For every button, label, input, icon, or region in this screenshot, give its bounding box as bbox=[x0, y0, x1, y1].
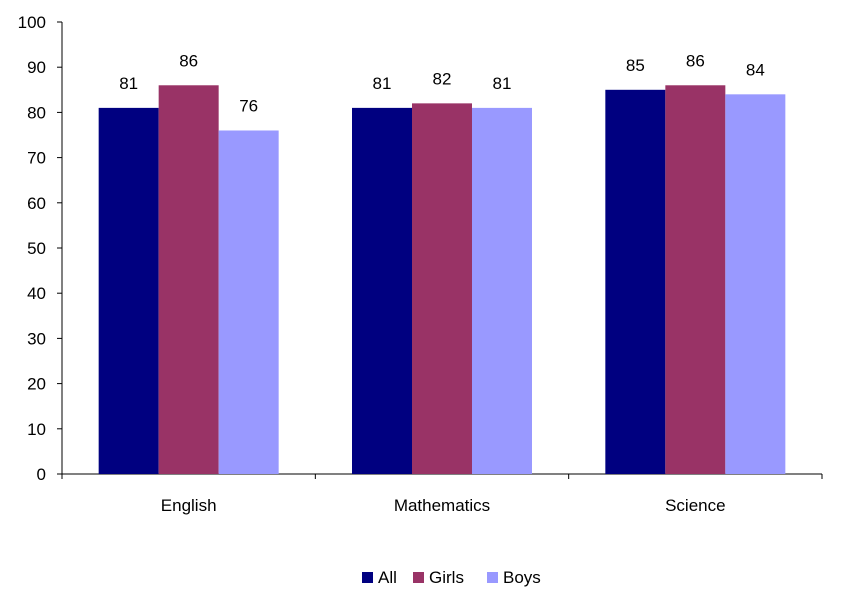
x-category-label-mathematics: Mathematics bbox=[394, 496, 490, 515]
y-tick-label: 0 bbox=[37, 465, 46, 484]
legend-label-boys: Boys bbox=[503, 568, 541, 587]
y-tick-label: 30 bbox=[27, 329, 46, 348]
data-label-boys-science: 84 bbox=[746, 60, 765, 79]
data-label-all-science: 85 bbox=[626, 56, 645, 75]
data-label-all-english: 81 bbox=[119, 74, 138, 93]
y-tick-label: 70 bbox=[27, 149, 46, 168]
bar-all-mathematics bbox=[352, 107, 412, 474]
legend: All Girls Boys bbox=[362, 568, 541, 587]
data-label-all-mathematics: 81 bbox=[373, 74, 392, 93]
legend-swatch-boys bbox=[487, 572, 498, 583]
bar-all-english bbox=[98, 107, 159, 474]
bar-girls-mathematics bbox=[412, 103, 472, 475]
y-tick-label: 20 bbox=[27, 375, 46, 394]
data-label-girls-science: 86 bbox=[686, 51, 705, 70]
data-labels: 81 86 76 81 82 81 85 86 84 bbox=[119, 51, 765, 115]
x-axis: English Mathematics Science bbox=[61, 473, 823, 515]
data-label-girls-mathematics: 82 bbox=[433, 69, 452, 88]
data-label-girls-english: 86 bbox=[179, 51, 198, 70]
data-label-boys-mathematics: 81 bbox=[493, 74, 512, 93]
y-tick-label: 100 bbox=[18, 13, 46, 32]
legend-label-all: All bbox=[378, 568, 397, 587]
bar-boys-science bbox=[725, 94, 786, 474]
legend-swatch-all bbox=[362, 572, 373, 583]
bar-all-science bbox=[605, 89, 666, 475]
bar-boys-mathematics bbox=[472, 107, 532, 474]
x-category-label-science: Science bbox=[665, 496, 725, 515]
y-tick-label: 40 bbox=[27, 284, 46, 303]
y-tick-label: 90 bbox=[27, 58, 46, 77]
y-tick-label: 10 bbox=[27, 420, 46, 439]
legend-label-girls: Girls bbox=[429, 568, 464, 587]
bar-girls-english bbox=[158, 85, 219, 474]
y-tick-label: 50 bbox=[27, 239, 46, 258]
x-category-label-english: English bbox=[161, 496, 217, 515]
bar-boys-english bbox=[218, 130, 279, 475]
y-axis: 0 10 20 30 40 50 60 70 80 90 100 bbox=[18, 13, 63, 484]
legend-swatch-girls bbox=[413, 572, 424, 583]
bar-girls-science bbox=[665, 85, 726, 474]
bars bbox=[98, 85, 786, 475]
y-tick-label: 80 bbox=[27, 103, 46, 122]
data-label-boys-english: 76 bbox=[239, 96, 258, 115]
y-tick-label: 60 bbox=[27, 194, 46, 213]
